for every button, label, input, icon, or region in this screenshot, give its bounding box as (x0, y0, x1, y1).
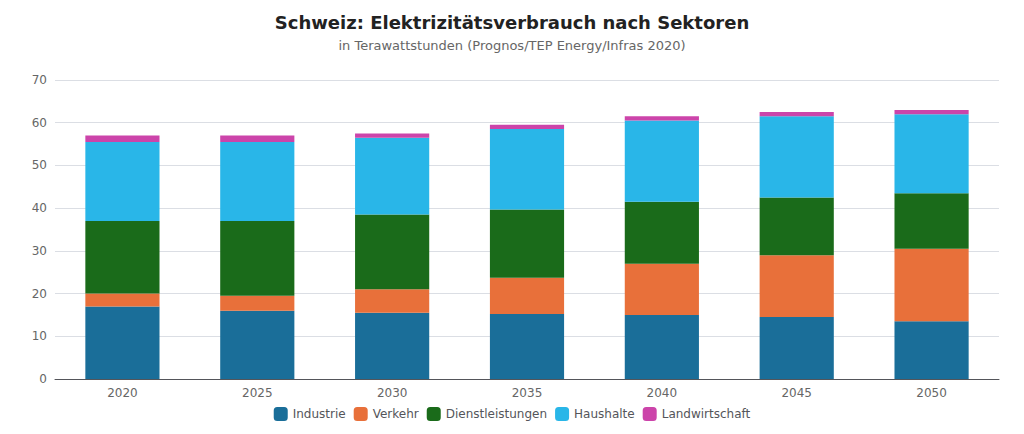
svg-text:50: 50 (32, 158, 47, 172)
svg-text:2020: 2020 (107, 386, 138, 400)
svg-text:2035: 2035 (512, 386, 543, 400)
svg-text:2045: 2045 (781, 386, 812, 400)
svg-text:2040: 2040 (647, 386, 678, 400)
svg-text:Verkehr: Verkehr (373, 407, 419, 421)
svg-text:60: 60 (32, 116, 47, 130)
svg-text:Industrie: Industrie (293, 407, 346, 421)
svg-text:20: 20 (32, 287, 47, 301)
svg-text:2025: 2025 (242, 386, 273, 400)
svg-text:30: 30 (32, 244, 47, 258)
svg-text:Landwirtschaft: Landwirtschaft (662, 407, 751, 421)
svg-text:Haushalte: Haushalte (574, 407, 635, 421)
svg-text:40: 40 (32, 201, 47, 215)
svg-text:Schweiz: Elektrizitätsverbrauc: Schweiz: Elektrizitätsverbrauch nach Sek… (275, 12, 749, 33)
svg-text:2030: 2030 (377, 386, 408, 400)
svg-text:10: 10 (32, 329, 47, 343)
svg-text:70: 70 (32, 73, 47, 87)
svg-text:Dienstleistungen: Dienstleistungen (446, 407, 547, 421)
svg-text:0: 0 (39, 372, 47, 386)
svg-text:in Terawattstunden (Prognos/TE: in Terawattstunden (Prognos/TEP Energy/I… (338, 38, 685, 53)
svg-text:2050: 2050 (916, 386, 947, 400)
